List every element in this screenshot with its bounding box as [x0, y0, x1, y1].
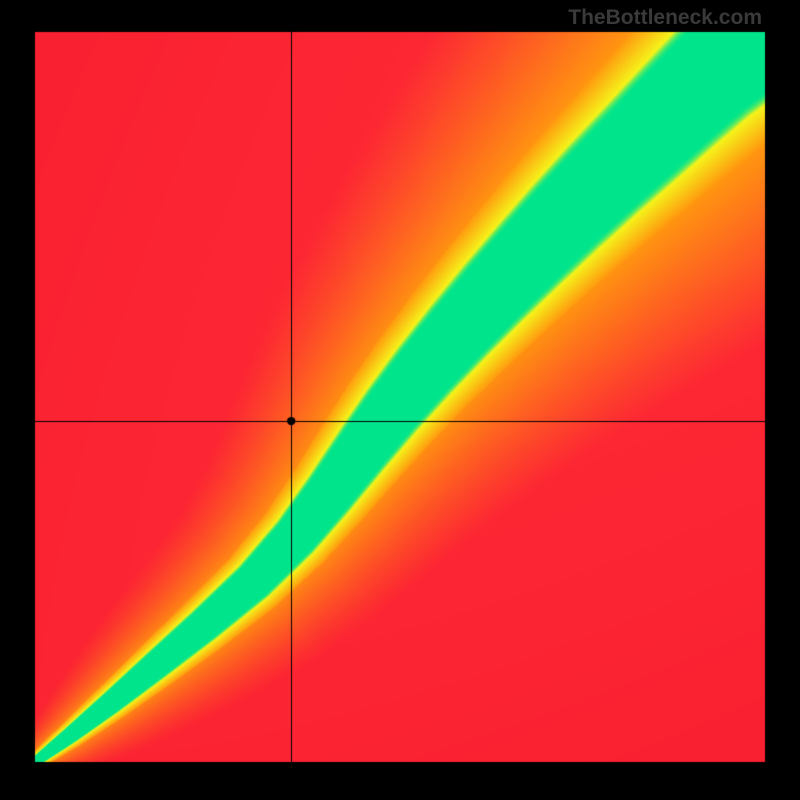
chart-container: { "watermark": { "text": "TheBottleneck.… — [0, 0, 800, 800]
bottleneck-heatmap — [0, 0, 800, 800]
watermark-text: TheBottleneck.com — [568, 6, 762, 30]
